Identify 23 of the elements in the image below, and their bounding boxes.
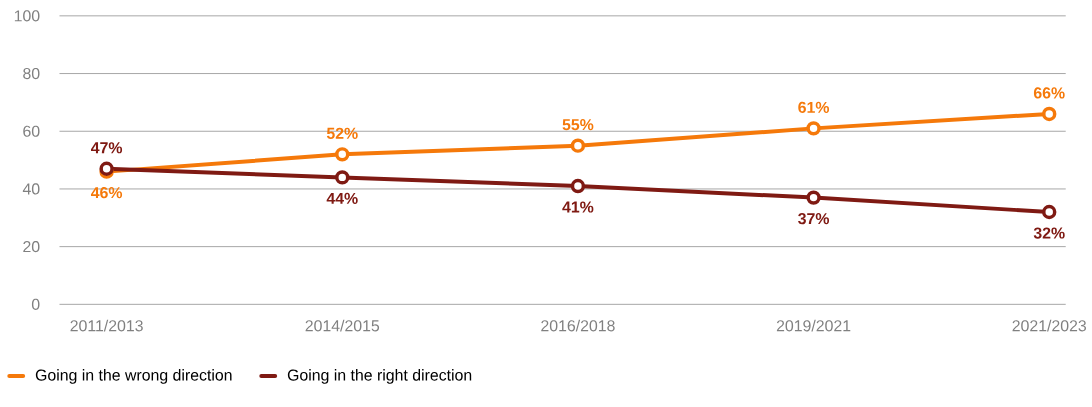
data-label: 37% xyxy=(798,212,830,225)
data-label: 55% xyxy=(562,118,594,131)
legend-label: Going in the right direction xyxy=(287,368,472,384)
y-tick-label: 40 xyxy=(22,183,40,195)
y-tick-label: 100 xyxy=(14,10,40,22)
x-tick-label: 2011/2013 xyxy=(70,319,143,332)
data-label: 32% xyxy=(1033,227,1065,239)
data-label: 44% xyxy=(326,192,358,204)
data-label: 47% xyxy=(90,141,123,154)
x-tick-label: 2019/2021 xyxy=(776,319,851,332)
y-tick-label: 60 xyxy=(23,125,40,137)
data-label: 46% xyxy=(90,186,123,199)
x-tick-label: 2016/2018 xyxy=(541,319,615,332)
x-tick-label: 2014/2015 xyxy=(305,319,380,332)
data-label: 66% xyxy=(1033,87,1065,99)
y-tick-label: 80 xyxy=(23,67,40,79)
legend-label: Going in the wrong direction xyxy=(35,368,232,384)
data-label: 61% xyxy=(798,101,830,113)
data-label: 41% xyxy=(562,201,594,213)
x-tick-label: 2021/2023 xyxy=(1012,319,1087,332)
data-label: 52% xyxy=(326,127,358,139)
y-tick-label: 0 xyxy=(31,298,40,310)
y-tick-label: 20 xyxy=(23,240,40,253)
